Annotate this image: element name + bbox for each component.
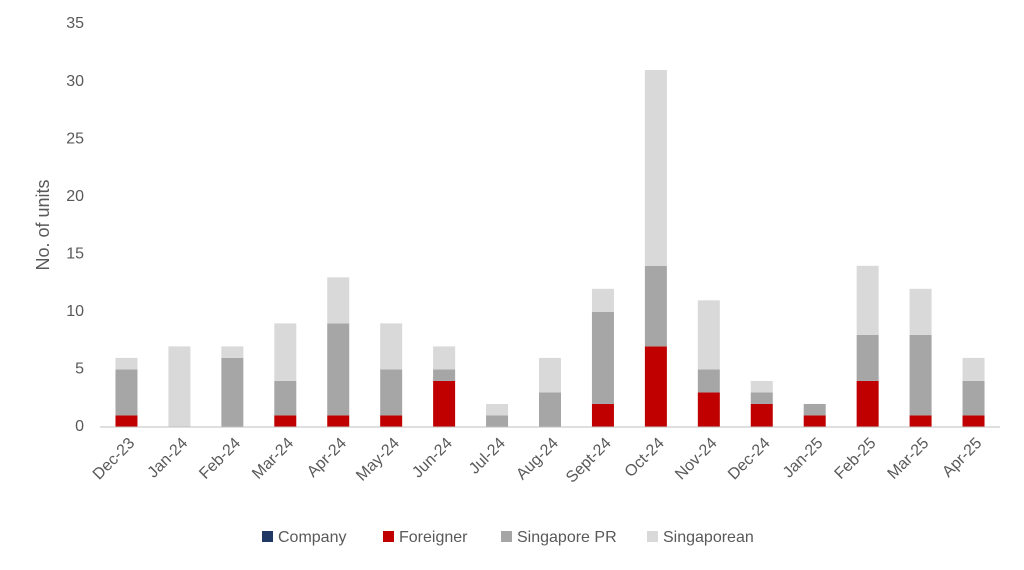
bar-segment [644, 265, 667, 347]
bar-segment [380, 369, 403, 416]
legend-swatch [501, 531, 512, 542]
x-tick-label: Apr-24 [304, 435, 350, 481]
x-tick-label: Jan-25 [780, 435, 827, 482]
legend-swatch [647, 531, 658, 542]
bar-segment [433, 369, 456, 381]
bar-segment [697, 392, 720, 427]
bar-segment [539, 392, 561, 427]
y-tick-label: 0 [75, 418, 84, 435]
bar-segment [750, 392, 773, 404]
bar-segment [327, 415, 350, 427]
x-tick-label: Mar-25 [885, 435, 933, 483]
bar-segment [380, 415, 403, 427]
bar-segment [274, 415, 297, 427]
y-tick-label: 15 [66, 246, 84, 263]
x-tick-label: Dec-23 [90, 435, 139, 484]
bar-segment [697, 300, 720, 370]
bar-segment [380, 323, 403, 370]
bar-segment [486, 403, 509, 416]
bar-segment [644, 70, 667, 266]
x-tick-label: Dec-24 [725, 435, 774, 484]
bar-segment [803, 403, 826, 416]
bar-segment [115, 357, 138, 370]
bar-segment [539, 357, 561, 393]
y-tick-label: 5 [75, 361, 84, 378]
y-axis-title: No. of units [33, 179, 53, 270]
legend-label: Singaporean [663, 529, 754, 546]
bar-segment [750, 403, 773, 427]
x-tick-label: Jan-24 [145, 435, 192, 482]
x-tick-label: Feb-24 [196, 435, 244, 483]
legend-label: Company [278, 529, 346, 546]
bar-segment [115, 415, 138, 427]
bar-segment [221, 357, 244, 427]
bar-segment [856, 334, 879, 381]
y-tick-label: 25 [66, 130, 84, 147]
bar-segment [909, 288, 932, 335]
y-tick-label: 35 [66, 15, 84, 32]
bar-segment [115, 369, 138, 416]
bar-segment [962, 357, 985, 381]
bar-segment [856, 265, 879, 335]
bar-segment [750, 380, 773, 393]
bar-segment [591, 403, 614, 427]
bar-segment [591, 311, 614, 404]
x-tick-label: Aug-24 [513, 435, 562, 484]
x-tick-label: Mar-24 [249, 435, 297, 483]
bar-segment [274, 380, 297, 416]
bar-segment [697, 369, 720, 393]
bar-segment [486, 415, 509, 427]
legend-label: Singapore PR [517, 529, 617, 546]
bar-segment [221, 346, 244, 358]
x-tick-label: Feb-25 [832, 435, 880, 483]
x-tick-label: Jun-24 [409, 435, 456, 482]
x-tick-label: Sept-24 [563, 435, 615, 487]
bar-segment [803, 415, 826, 427]
bar-segment [327, 277, 350, 324]
bar-segment [433, 346, 456, 370]
y-tick-label: 30 [66, 73, 84, 90]
bar-segment [856, 380, 879, 427]
bar-segment [962, 415, 985, 427]
bar-segment [909, 334, 932, 416]
bar-segment [962, 380, 985, 416]
legend-swatch [383, 531, 394, 542]
bar-segment [274, 323, 297, 381]
legend-swatch [262, 531, 273, 542]
x-tick-label: Apr-25 [939, 435, 985, 481]
x-tick-label: May-24 [353, 435, 403, 485]
bar-segment [168, 346, 191, 427]
legend-label: Foreigner [399, 529, 468, 546]
bar-segment [909, 415, 932, 427]
bar-segment [591, 288, 614, 312]
bar-segment [327, 323, 350, 416]
x-tick-label: Nov-24 [672, 435, 721, 484]
x-tick-label: Oct-24 [622, 435, 668, 481]
y-tick-label: 10 [66, 303, 84, 320]
bar-segment [644, 346, 667, 427]
y-tick-label: 20 [66, 188, 84, 205]
x-tick-label: Jul-24 [466, 435, 509, 478]
bar-segment [433, 380, 456, 427]
